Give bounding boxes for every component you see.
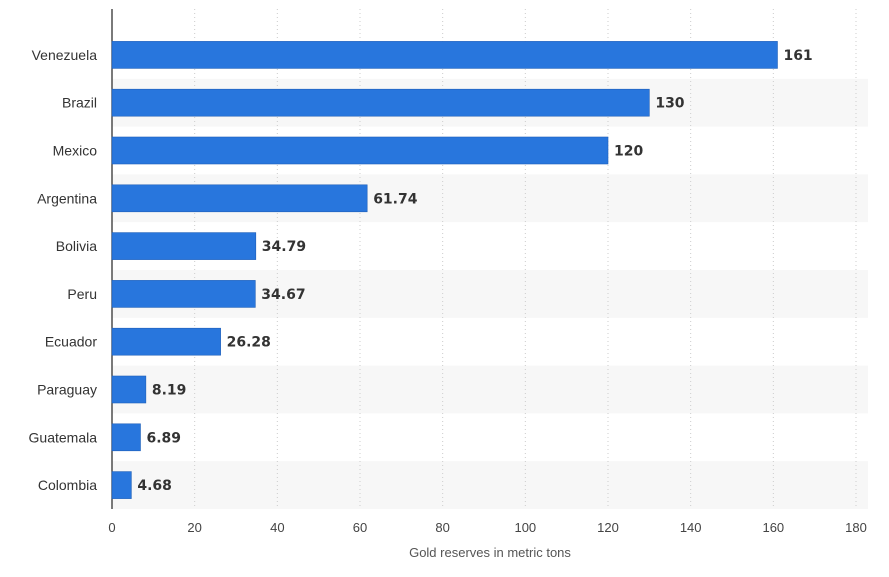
category-label: Venezuela — [32, 47, 98, 63]
category-label: Peru — [67, 286, 97, 302]
bar-ecuador — [111, 327, 221, 356]
bar-mexico — [111, 136, 609, 165]
category-label: Colombia — [38, 477, 97, 493]
category-label: Paraguay — [37, 382, 97, 398]
x-tick-label: 40 — [270, 520, 284, 535]
value-label: 34.67 — [261, 287, 305, 303]
value-label: 4.68 — [137, 478, 172, 494]
value-labels: 161 130 120 61.74 34.79 34.67 26.28 8.19 6.89 4.6… — [137, 48, 812, 494]
category-labels: Venezuela Brazil Mexico Argentina Bolivia Per… — [29, 47, 98, 493]
bar-colombia — [111, 471, 132, 499]
category-label: Brazil — [62, 95, 97, 111]
x-axis-title: Gold reserves in metric tons — [409, 545, 571, 560]
bar-venezuela — [111, 41, 778, 69]
category-label: Mexico — [53, 143, 98, 159]
x-tick-label: 100 — [514, 520, 536, 535]
bar-paraguay — [111, 375, 147, 404]
row-bands — [112, 78, 868, 509]
category-label: Ecuador — [45, 334, 97, 350]
value-label: 120 — [614, 144, 643, 160]
x-tick-label: 180 — [845, 520, 867, 535]
bar-peru — [111, 280, 256, 308]
x-tick-label: 60 — [353, 520, 367, 535]
category-label: Bolivia — [56, 238, 97, 254]
bar-brazil — [111, 88, 650, 117]
value-label: 26.28 — [227, 335, 271, 351]
bar-bolivia — [111, 232, 257, 260]
value-label: 8.19 — [152, 383, 187, 399]
bar-guatemala — [111, 423, 141, 452]
bars — [111, 41, 778, 499]
x-tick-label: 20 — [187, 520, 201, 535]
value-label: 34.79 — [262, 239, 306, 255]
x-tick-label: 160 — [762, 520, 784, 535]
x-axis-ticks: 0 20 40 60 80 100 120 140 160 180 — [108, 520, 866, 535]
x-tick-label: 120 — [597, 520, 619, 535]
bar-argentina — [111, 184, 368, 213]
value-label: 61.74 — [373, 191, 418, 207]
value-label: 6.89 — [146, 430, 181, 446]
x-tick-label: 140 — [680, 520, 702, 535]
row-band — [112, 461, 868, 509]
category-label: Guatemala — [29, 429, 98, 445]
category-label: Argentina — [37, 190, 97, 206]
value-label: 130 — [655, 96, 684, 112]
value-label: 161 — [783, 48, 812, 64]
x-tick-label: 80 — [435, 520, 449, 535]
x-tick-label: 0 — [108, 520, 115, 535]
row-band — [112, 365, 868, 414]
